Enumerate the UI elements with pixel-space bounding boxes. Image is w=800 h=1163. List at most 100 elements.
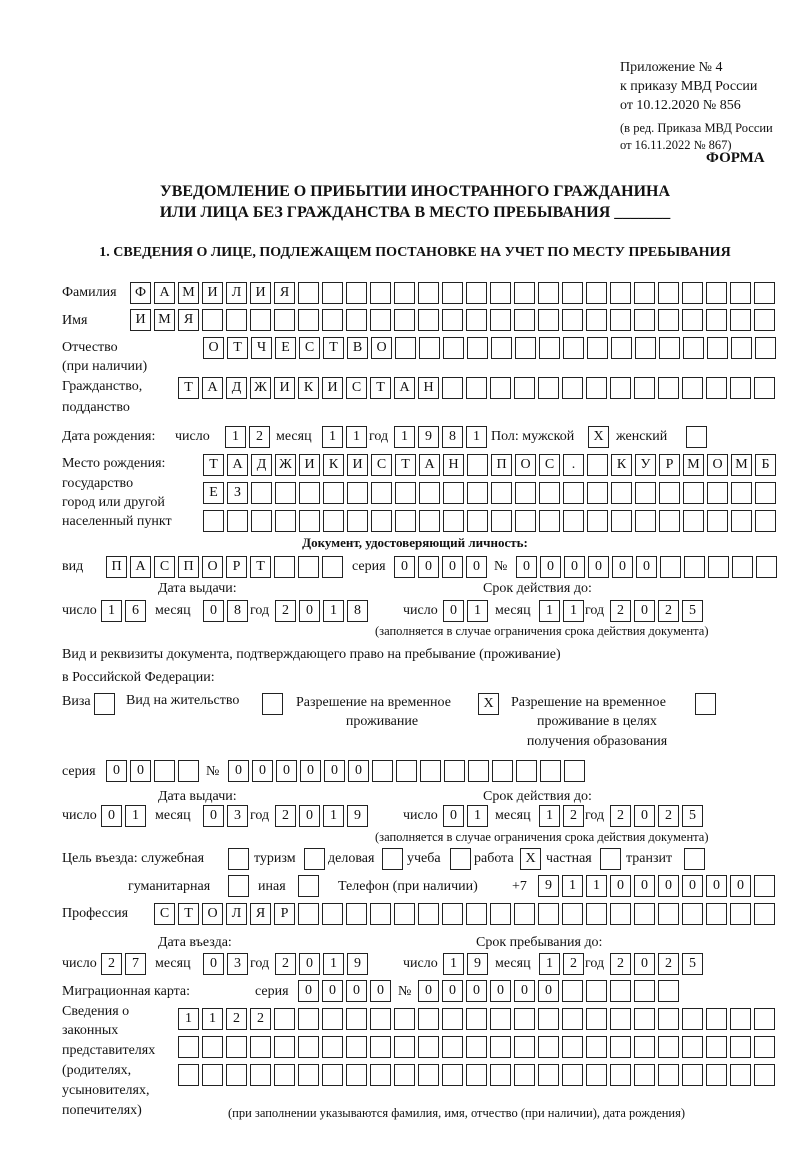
reps1-box[interactable]: [370, 1008, 391, 1030]
surname-box[interactable]: [562, 282, 583, 304]
doc_issue_year-box[interactable]: 8: [347, 600, 368, 622]
reps3-box[interactable]: [538, 1064, 559, 1086]
surname-box[interactable]: А: [154, 282, 175, 304]
surname-box[interactable]: [442, 282, 463, 304]
birth_year-box[interactable]: 8: [442, 426, 463, 448]
surname-box[interactable]: [658, 282, 679, 304]
entry_day-box[interactable]: 2: [101, 953, 122, 975]
birth_place1-box[interactable]: [587, 454, 608, 476]
reps2-box[interactable]: [442, 1036, 463, 1058]
birth_place1-box[interactable]: А: [227, 454, 248, 476]
until_day-box[interactable]: 1: [443, 953, 464, 975]
citizenship-box[interactable]: [538, 377, 559, 399]
surname-box[interactable]: [490, 282, 511, 304]
patronymic-box[interactable]: [755, 337, 776, 359]
stay_number-box[interactable]: [516, 760, 537, 782]
birth_place2-box[interactable]: [659, 482, 680, 504]
reps3-box[interactable]: [586, 1064, 607, 1086]
reps3-box[interactable]: [634, 1064, 655, 1086]
birth_place3-box[interactable]: [419, 510, 440, 532]
surname-box[interactable]: [610, 282, 631, 304]
surname-box[interactable]: [394, 282, 415, 304]
birth_place1-box[interactable]: М: [731, 454, 752, 476]
surname-box[interactable]: [346, 282, 367, 304]
name-box[interactable]: [586, 309, 607, 331]
surname-box[interactable]: [538, 282, 559, 304]
birth_place1-box[interactable]: О: [707, 454, 728, 476]
doc_kind-box[interactable]: Р: [226, 556, 247, 578]
profession-box[interactable]: [322, 903, 343, 925]
birth_place1-box[interactable]: С: [371, 454, 392, 476]
reps2-box[interactable]: [754, 1036, 775, 1058]
profession-box[interactable]: [682, 903, 703, 925]
doc_kind-box[interactable]: [322, 556, 343, 578]
stay_number-box[interactable]: [420, 760, 441, 782]
birth_place1-box[interactable]: Д: [251, 454, 272, 476]
doc_valid_month-box[interactable]: 1: [563, 600, 584, 622]
entry_day-box[interactable]: 7: [125, 953, 146, 975]
reps3-box[interactable]: [346, 1064, 367, 1086]
birth_place1-box[interactable]: Н: [443, 454, 464, 476]
reps2-box[interactable]: [730, 1036, 751, 1058]
birth_day-box[interactable]: 1: [225, 426, 246, 448]
profession-box[interactable]: [394, 903, 415, 925]
phone-box[interactable]: 0: [658, 875, 679, 897]
doc_number-box[interactable]: [684, 556, 705, 578]
male-checkbox[interactable]: X: [588, 426, 609, 448]
birth_place1-box[interactable]: И: [299, 454, 320, 476]
surname-box[interactable]: [682, 282, 703, 304]
name-box[interactable]: М: [154, 309, 175, 331]
surname-box[interactable]: [730, 282, 751, 304]
birth_place2-box[interactable]: [611, 482, 632, 504]
surname-box[interactable]: И: [202, 282, 223, 304]
reps2-box[interactable]: [370, 1036, 391, 1058]
doc_kind-box[interactable]: [298, 556, 319, 578]
reps2-box[interactable]: [610, 1036, 631, 1058]
doc_valid_year-box[interactable]: 5: [682, 600, 703, 622]
patronymic-box[interactable]: [707, 337, 728, 359]
reps3-box[interactable]: [202, 1064, 223, 1086]
reps1-box[interactable]: [394, 1008, 415, 1030]
patronymic-box[interactable]: [443, 337, 464, 359]
mc_series-box[interactable]: 0: [370, 980, 391, 1002]
surname-box[interactable]: М: [178, 282, 199, 304]
stay_number-box[interactable]: [492, 760, 513, 782]
birth_place2-box[interactable]: [635, 482, 656, 504]
stay_issue_month-box[interactable]: 3: [227, 805, 248, 827]
doc_number-box[interactable]: 0: [540, 556, 561, 578]
surname-box[interactable]: [634, 282, 655, 304]
reps2-box[interactable]: [658, 1036, 679, 1058]
doc_issue_day-box[interactable]: 1: [101, 600, 122, 622]
reps2-box[interactable]: [322, 1036, 343, 1058]
name-box[interactable]: Я: [178, 309, 199, 331]
reps3-box[interactable]: [466, 1064, 487, 1086]
reps1-box[interactable]: [442, 1008, 463, 1030]
name-box[interactable]: [562, 309, 583, 331]
birth_place2-box[interactable]: [323, 482, 344, 504]
reps3-box[interactable]: [682, 1064, 703, 1086]
doc_issue_year-box[interactable]: 0: [299, 600, 320, 622]
residence-checkbox[interactable]: [262, 693, 283, 715]
doc_kind-box[interactable]: С: [154, 556, 175, 578]
doc_issue_month-box[interactable]: 8: [227, 600, 248, 622]
name-box[interactable]: [754, 309, 775, 331]
birth_place2-box[interactable]: [467, 482, 488, 504]
reps1-box[interactable]: [658, 1008, 679, 1030]
stay_valid_year-box[interactable]: 2: [658, 805, 679, 827]
profession-box[interactable]: [610, 903, 631, 925]
reps2-box[interactable]: [634, 1036, 655, 1058]
surname-box[interactable]: [754, 282, 775, 304]
purpose-other-checkbox[interactable]: [298, 875, 319, 897]
purpose-service-checkbox[interactable]: [228, 848, 249, 870]
reps1-box[interactable]: [322, 1008, 343, 1030]
reps1-box[interactable]: [682, 1008, 703, 1030]
profession-box[interactable]: [730, 903, 751, 925]
surname-box[interactable]: [322, 282, 343, 304]
birth_place1-box[interactable]: С: [539, 454, 560, 476]
profession-box[interactable]: Я: [250, 903, 271, 925]
birth_place3-box[interactable]: [467, 510, 488, 532]
patronymic-box[interactable]: В: [347, 337, 368, 359]
reps2-box[interactable]: [466, 1036, 487, 1058]
doc_number-box[interactable]: 0: [636, 556, 657, 578]
stay_series-box[interactable]: 0: [130, 760, 151, 782]
